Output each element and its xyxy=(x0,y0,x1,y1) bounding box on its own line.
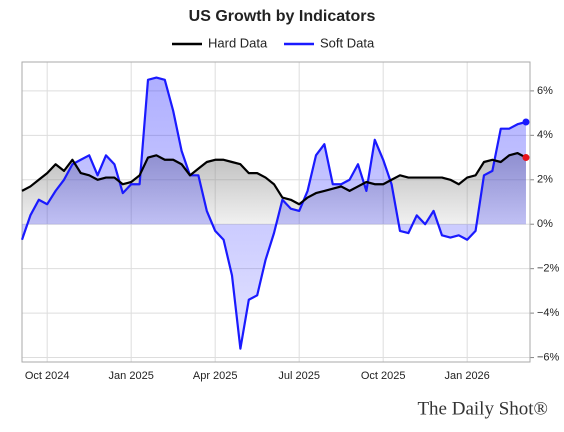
x-tick-label: Jan 2026 xyxy=(445,370,490,382)
x-tick-label: Apr 2025 xyxy=(193,370,238,382)
line xyxy=(21,152,527,206)
end-marker xyxy=(522,118,530,126)
chart-title: US Growth by Indicators xyxy=(189,8,376,25)
line xyxy=(20,76,527,350)
x-tick-label: Jan 2025 xyxy=(109,370,154,382)
x-tick-label: Oct 2024 xyxy=(25,370,70,382)
y-tick-label: −4% xyxy=(537,307,560,319)
x-tick-label: Jul 2025 xyxy=(278,370,320,382)
y-tick-label: 6% xyxy=(537,85,553,97)
y-tick-label: −2% xyxy=(537,263,560,275)
y-tick-label: 0% xyxy=(537,218,553,230)
legend-label: Hard Data xyxy=(208,35,268,50)
source: The Daily Shot® xyxy=(417,398,548,419)
y-tick-label: −6% xyxy=(537,351,560,363)
y-tick-label: 4% xyxy=(537,129,553,141)
area xyxy=(22,77,526,349)
x-tick-label: Oct 2025 xyxy=(361,370,406,382)
legend-label: Soft Data xyxy=(320,35,375,50)
end-marker xyxy=(522,154,530,162)
y-tick-label: 2% xyxy=(537,174,553,186)
